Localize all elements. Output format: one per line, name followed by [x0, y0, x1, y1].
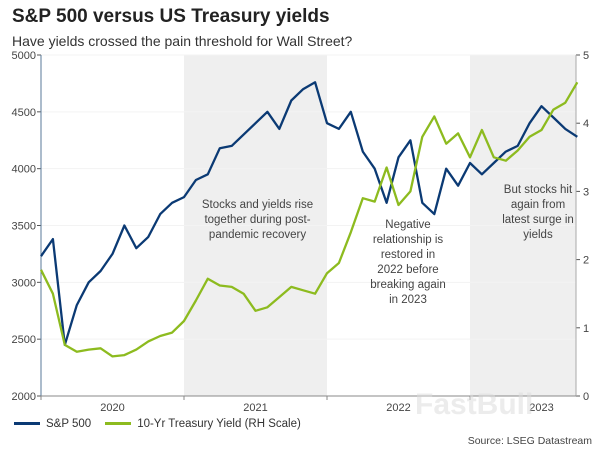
legend: S&P 500 10-Yr Treasury Yield (RH Scale) [14, 418, 301, 430]
legend-swatch [105, 422, 132, 426]
right-tick-label: 3 [583, 186, 589, 198]
x-tick-label: 2021 [243, 402, 267, 414]
right-tick-label: 2 [583, 255, 589, 267]
legend-item-sp500: S&P 500 [14, 418, 91, 430]
chart-title: S&P 500 versus US Treasury yields [12, 6, 330, 27]
left-tick-label: 4500 [12, 107, 36, 119]
left-tick-label: 3000 [12, 277, 36, 289]
right-tick-label: 1 [583, 323, 589, 335]
legend-label: 10-Yr Treasury Yield (RH Scale) [137, 418, 301, 430]
legend-swatch [14, 422, 40, 426]
left-tick-label: 5000 [12, 50, 36, 62]
left-tick-label: 2500 [12, 334, 36, 346]
x-tick-label: 2022 [386, 402, 410, 414]
annotation-recovery: Stocks and yields rise together during p… [201, 199, 314, 241]
watermark-logo: FastBull [415, 388, 534, 421]
x-tick-label: 2023 [529, 402, 553, 414]
right-tick-label: 5 [583, 50, 589, 62]
left-tick-label: 4000 [12, 164, 36, 176]
left-tick-label: 3500 [12, 221, 36, 233]
legend-item-yield: 10-Yr Treasury Yield (RH Scale) [105, 418, 301, 430]
annotation-negative-relationship: Negative relationship is restored in 202… [370, 219, 446, 306]
chart-subtitle: Have yields crossed the pain threshold f… [12, 33, 353, 49]
right-tick-label: 0 [583, 391, 589, 403]
annotation-stocks-hit: But stocks hit again from latest surge i… [502, 184, 574, 241]
x-tick-label: 2020 [100, 402, 124, 414]
legend-label: S&P 500 [46, 418, 92, 430]
treasury-yield-line [39, 81, 579, 358]
sp500-line [40, 81, 578, 347]
source-note: Source: LSEG Datastream [467, 435, 592, 447]
right-tick-label: 4 [583, 118, 589, 130]
left-tick-label: 2000 [12, 391, 36, 403]
